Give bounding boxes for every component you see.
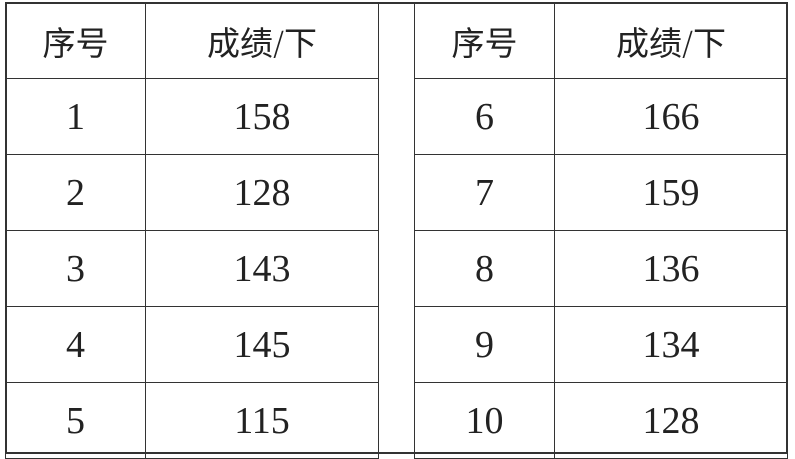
cell-score: 159 — [554, 154, 788, 231]
table-row: 2 128 — [5, 154, 379, 231]
table-row: 1 158 — [5, 78, 379, 155]
cell-number: 8 — [414, 230, 555, 307]
table-row: 9 134 — [414, 306, 788, 383]
score-table-right: 序号 成绩/下 6 166 7 159 8 136 9 134 10 128 — [414, 2, 788, 459]
cell-score: 143 — [145, 230, 379, 307]
cell-number: 5 — [5, 382, 146, 459]
header-row: 序号 成绩/下 — [414, 2, 788, 79]
header-number: 序号 — [414, 2, 555, 79]
cell-score: 128 — [145, 154, 379, 231]
table-row: 6 166 — [414, 78, 788, 155]
cell-score: 115 — [145, 382, 379, 459]
cell-number: 3 — [5, 230, 146, 307]
header-number: 序号 — [5, 2, 146, 79]
cell-score: 158 — [145, 78, 379, 155]
cell-number: 6 — [414, 78, 555, 155]
table-row: 7 159 — [414, 154, 788, 231]
header-score: 成绩/下 — [145, 2, 379, 79]
cell-score: 128 — [554, 382, 788, 459]
header-row: 序号 成绩/下 — [5, 2, 379, 79]
cell-number: 9 — [414, 306, 555, 383]
table-row: 3 143 — [5, 230, 379, 307]
cell-number: 10 — [414, 382, 555, 459]
cell-number: 2 — [5, 154, 146, 231]
cell-score: 136 — [554, 230, 788, 307]
table-row: 8 136 — [414, 230, 788, 307]
table-row: 5 115 — [5, 382, 379, 459]
cell-score: 166 — [554, 78, 788, 155]
cell-number: 7 — [414, 154, 555, 231]
table-row: 10 128 — [414, 382, 788, 459]
cell-score: 145 — [145, 306, 379, 383]
header-score: 成绩/下 — [554, 2, 788, 79]
cell-score: 134 — [554, 306, 788, 383]
cell-number: 4 — [5, 306, 146, 383]
score-table-left: 序号 成绩/下 1 158 2 128 3 143 4 145 5 115 — [5, 2, 379, 459]
cell-number: 1 — [5, 78, 146, 155]
table-row: 4 145 — [5, 306, 379, 383]
